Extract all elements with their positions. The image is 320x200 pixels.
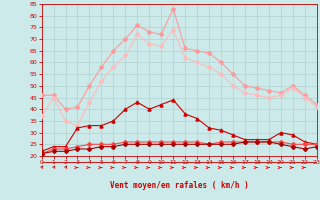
Text: Vent moyen/en rafales ( km/h ): Vent moyen/en rafales ( km/h ) <box>110 182 249 190</box>
